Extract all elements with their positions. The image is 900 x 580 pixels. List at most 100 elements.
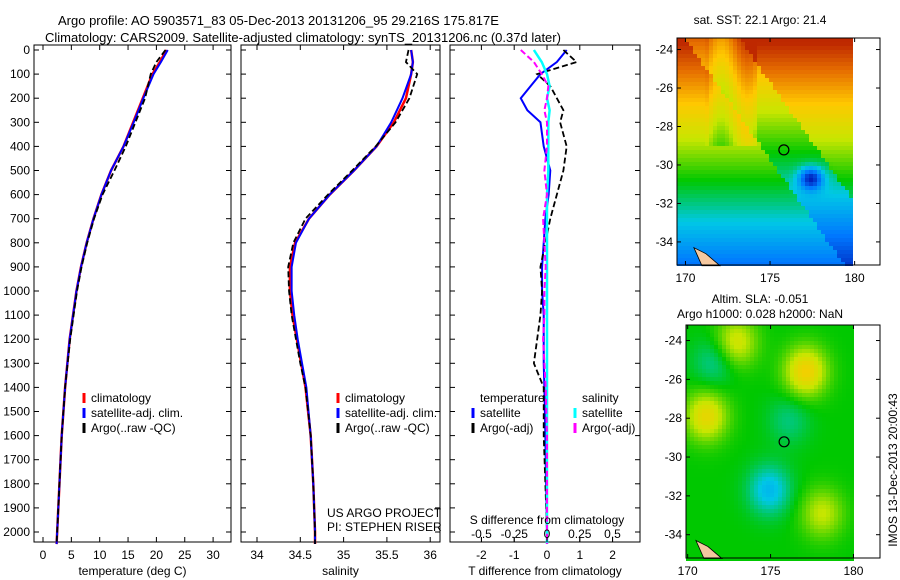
sst-map-cell: [761, 134, 765, 138]
sla-map-cell: [770, 501, 774, 505]
sst-map-cell: [821, 230, 825, 234]
sst-map-cell: [777, 214, 781, 218]
sst-map-cell: [701, 246, 705, 250]
sla-map-cell: [698, 477, 702, 481]
sst-map-cell: [781, 166, 785, 170]
sla-map-cell: [702, 381, 706, 385]
sst-map-cell: [801, 146, 805, 150]
sla-map-cell: [810, 509, 814, 513]
sst-map-cell: [737, 158, 741, 162]
sla-map-cell: [798, 437, 802, 441]
sst-map-cell: [801, 46, 805, 50]
sst-map-cell: [737, 118, 741, 122]
sst-map-cell: [717, 130, 721, 134]
sst-map-cell: [809, 46, 813, 50]
difference-xlabel: T difference from climatology: [468, 564, 622, 578]
sla-map-cell: [814, 333, 818, 337]
sst-map-cell: [789, 190, 793, 194]
sst-map-cell: [781, 162, 785, 166]
sla-map-cell: [810, 457, 814, 461]
sst-map-cell: [841, 122, 845, 126]
sst-map-cell: [845, 86, 849, 90]
sla-map-cell: [842, 369, 846, 373]
sla-map-cell: [782, 361, 786, 365]
sst-map-cell: [809, 86, 813, 90]
depth-tick-label: 1900: [3, 501, 30, 515]
sst-map-cell: [841, 106, 845, 110]
sla-map-cell: [786, 333, 790, 337]
sla-map-cell: [746, 357, 750, 361]
sla-map-cell: [818, 457, 822, 461]
sla-map-cell: [774, 393, 778, 397]
sla-map-cell: [686, 353, 690, 357]
sst-map-cell: [789, 126, 793, 130]
sla-map-cell: [714, 325, 718, 329]
sst-map-cell: [837, 62, 841, 66]
sla-map-cell: [694, 533, 698, 537]
sst-map-cell: [841, 162, 845, 166]
sst-map-cell: [813, 166, 817, 170]
sst-map-cell: [845, 206, 849, 210]
sst-map-cell: [677, 50, 681, 54]
sla-map-cell: [706, 345, 710, 349]
sst-map-cell: [737, 206, 741, 210]
sst-map-cell: [685, 126, 689, 130]
sla-map-cell: [750, 393, 754, 397]
sst-map-cell: [801, 66, 805, 70]
sst-map-cell: [793, 70, 797, 74]
sla-map-cell: [826, 357, 830, 361]
sla-map-cell: [790, 365, 794, 369]
sla-map-cell: [738, 461, 742, 465]
sst-map-cell: [729, 46, 733, 50]
sst-map-cell: [741, 146, 745, 150]
sla-map-cell: [798, 469, 802, 473]
sst-map-cell: [737, 58, 741, 62]
sst-map-cell: [781, 206, 785, 210]
sst-map-cell: [773, 146, 777, 150]
sst-map-cell: [821, 186, 825, 190]
sla-map-cell: [842, 393, 846, 397]
sst-map-cell: [697, 246, 701, 250]
sla-map-cell: [710, 461, 714, 465]
sst-map-cell: [681, 82, 685, 86]
sla-map-cell: [794, 513, 798, 517]
sst-map-cell: [809, 138, 813, 142]
sla-map-cell: [822, 337, 826, 341]
sla-map-cell: [698, 433, 702, 437]
sla-map-cell: [706, 529, 710, 533]
sst-map-cell: [805, 46, 809, 50]
sst-map-cell: [777, 38, 781, 42]
sst-map-cell: [785, 74, 789, 78]
sst-map-cell: [689, 210, 693, 214]
sst-map-cell: [709, 198, 713, 202]
sst-map-cell: [761, 214, 765, 218]
sla-map-cell: [686, 441, 690, 445]
sst-map-cell: [785, 134, 789, 138]
sst-map-cell: [725, 130, 729, 134]
sst-map-cell: [701, 138, 705, 142]
sla-map-cell: [690, 445, 694, 449]
sla-map-cell: [774, 481, 778, 485]
sla-map-cell: [702, 397, 706, 401]
salinity-xtick-label: 36: [424, 548, 438, 562]
sla-map-cell: [790, 381, 794, 385]
sla-map-cell: [818, 409, 822, 413]
sst-map-cell: [849, 178, 853, 182]
sla-map-cell: [698, 397, 702, 401]
sst-map-cell: [777, 66, 781, 70]
sst-map-cell: [833, 246, 837, 250]
sst-map-cell: [765, 186, 769, 190]
sla-map-cell: [714, 381, 718, 385]
sst-map-cell: [725, 222, 729, 226]
sst-map-cell: [801, 238, 805, 242]
sla-map-cell: [798, 397, 802, 401]
sst-map-cell: [757, 250, 761, 254]
sst-map-cell: [777, 158, 781, 162]
sst-map-cell: [833, 178, 837, 182]
sst-map-cell: [713, 254, 717, 258]
sst-map-cell: [681, 122, 685, 126]
sst-map-cell: [805, 78, 809, 82]
sst-map-cell: [849, 70, 853, 74]
sst-map-cell: [677, 78, 681, 82]
sst-map-cell: [829, 114, 833, 118]
